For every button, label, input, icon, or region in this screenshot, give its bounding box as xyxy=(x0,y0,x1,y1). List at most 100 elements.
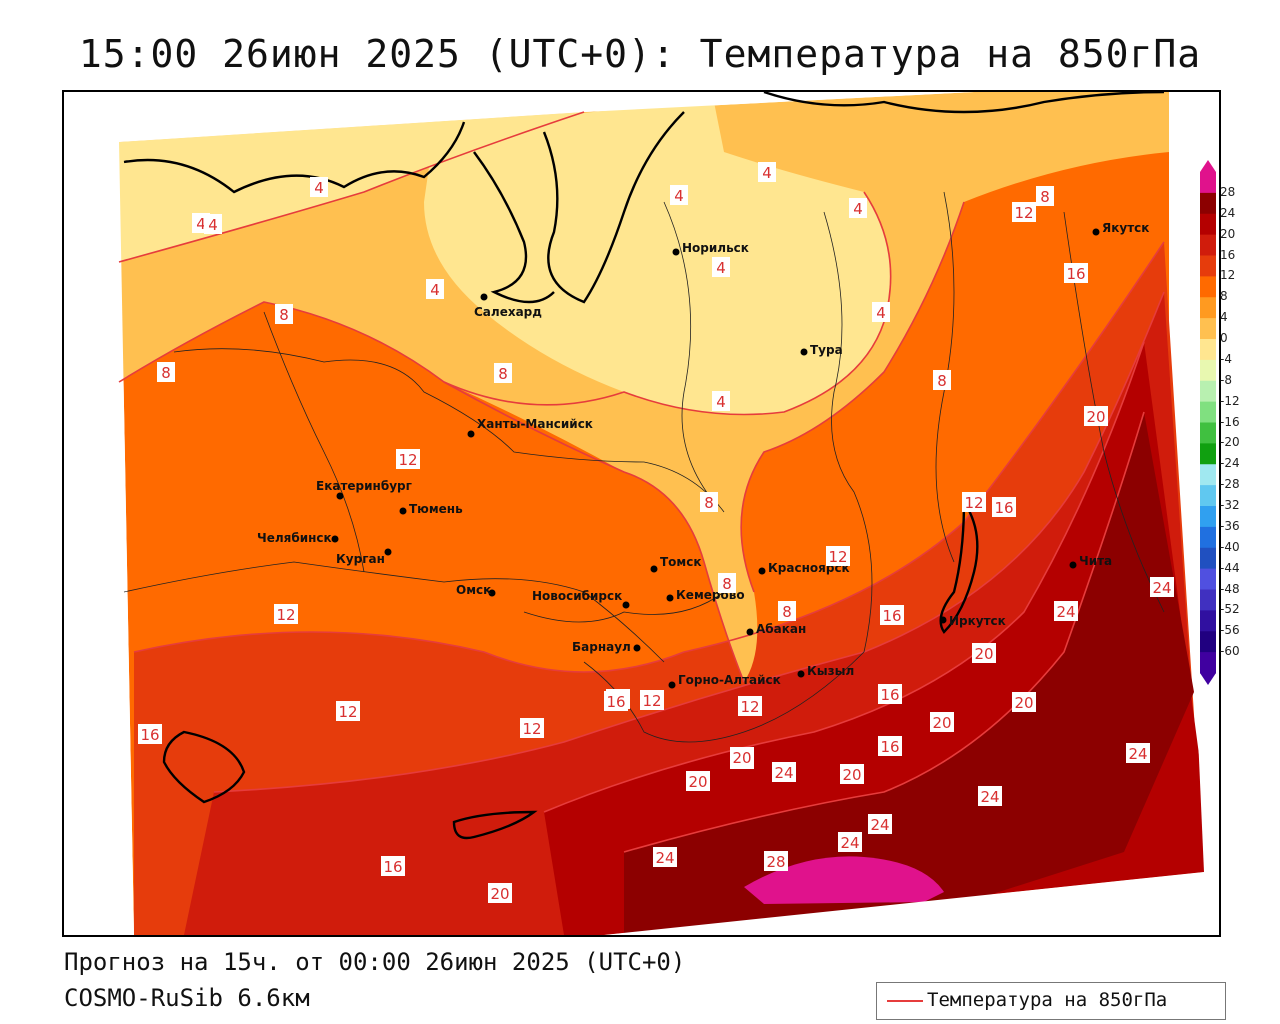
contour-label-box: 8 xyxy=(778,601,796,621)
contour-label-box: 16 xyxy=(138,724,162,744)
colorbar-cell xyxy=(1200,192,1216,215)
colorbar-tick-label: -60 xyxy=(1220,644,1240,659)
svg-text:12: 12 xyxy=(642,692,661,710)
contour-label-box: 24 xyxy=(978,786,1002,806)
city-label: Томск xyxy=(660,555,702,569)
colorbar-tick-label: -32 xyxy=(1220,498,1240,512)
colorbar-bottom-arrow xyxy=(1200,673,1216,685)
region-borders xyxy=(123,191,1165,743)
city-label: Норильск xyxy=(682,241,749,255)
colorbar-cell xyxy=(1200,234,1216,256)
contour-lines xyxy=(118,111,1165,853)
coastlines xyxy=(123,92,1165,840)
contour-label-box: 16 xyxy=(604,691,628,711)
svg-text:16: 16 xyxy=(1066,265,1085,283)
city-dot xyxy=(384,548,392,556)
contour-label-box: 8 xyxy=(700,492,718,512)
colorbar-cell xyxy=(1200,506,1216,528)
city-dot xyxy=(797,670,805,678)
city-label: Абакан xyxy=(756,622,806,636)
svg-text:4: 4 xyxy=(674,187,684,205)
city-markers xyxy=(331,228,1100,689)
colorbar-tick-label: -52 xyxy=(1220,602,1240,617)
city-label: Горно-Алтайск xyxy=(678,673,781,687)
contour-label-box: 8 xyxy=(275,304,293,324)
colorbar-tick-label: -16 xyxy=(1220,414,1240,429)
svg-text:4: 4 xyxy=(314,179,324,197)
contour-label-box: 4 xyxy=(310,177,328,197)
svg-text:24: 24 xyxy=(840,834,859,852)
colorbar-tick-label: 0 xyxy=(1220,331,1228,345)
colorbar-cell xyxy=(1200,652,1216,674)
contour-label-box: 20 xyxy=(930,712,954,732)
svg-text:12: 12 xyxy=(1014,204,1033,222)
contour-label-box: 4 xyxy=(204,214,222,234)
contour-label-box: 24 xyxy=(1150,577,1174,597)
svg-text:20: 20 xyxy=(1014,694,1033,712)
svg-text:16: 16 xyxy=(882,607,901,625)
contour-label-box: 16 xyxy=(381,856,405,876)
legend-line-swatch xyxy=(887,1000,923,1002)
svg-text:20: 20 xyxy=(932,714,951,732)
svg-text:12: 12 xyxy=(398,451,417,469)
svg-text:4: 4 xyxy=(876,304,886,322)
city-label: Иркутск xyxy=(949,614,1006,628)
city-label: Якутск xyxy=(1102,221,1149,235)
colorbar xyxy=(1200,160,1216,685)
colorbar-tick-label: -56 xyxy=(1220,623,1240,638)
svg-text:4: 4 xyxy=(208,216,218,234)
colorbar-tick-label: 28 xyxy=(1220,184,1236,199)
temperature-field xyxy=(64,92,1219,935)
contour-label-box: 4 xyxy=(758,162,776,182)
legend-label: Температура на 850гПа xyxy=(927,989,1168,1011)
city-dot xyxy=(622,601,630,609)
colorbar-cell xyxy=(1200,547,1216,570)
contour-value-labels: 4 4 4 4 4 4 4 4 4 4 8 8 8 8 8 8 8 8 12 1… xyxy=(138,162,1174,903)
temperature-map[interactable]: Якутск Норильск Салехард Тура Ханты-Манс… xyxy=(62,90,1221,937)
colorbar-tick-label: -28 xyxy=(1220,477,1240,492)
model-info: COSMO-RuSib 6.6км xyxy=(64,984,310,1012)
colorbar-tick-label: 8 xyxy=(1220,289,1228,304)
svg-text:12: 12 xyxy=(522,720,541,738)
colorbar-tick-label: 4 xyxy=(1220,310,1228,325)
svg-text:12: 12 xyxy=(740,698,759,716)
city-dot xyxy=(666,594,674,602)
svg-text:4: 4 xyxy=(853,200,863,218)
svg-text:16: 16 xyxy=(994,499,1013,517)
svg-text:8: 8 xyxy=(498,365,508,383)
svg-text:20: 20 xyxy=(842,766,861,784)
city-label: Новосибирск xyxy=(532,589,622,603)
svg-text:8: 8 xyxy=(161,364,171,382)
contour-label-box: 24 xyxy=(653,847,677,867)
svg-text:24: 24 xyxy=(774,764,793,782)
city-dot xyxy=(668,681,676,689)
contour-label-box: 24 xyxy=(772,762,796,782)
colorbar-cell xyxy=(1200,276,1216,298)
contour-label-box: 16 xyxy=(992,497,1016,517)
city-label: Тура xyxy=(810,343,843,357)
svg-text:16: 16 xyxy=(880,738,899,756)
colorbar-cell xyxy=(1200,380,1216,403)
colorbar-cell xyxy=(1200,213,1216,236)
contour-label-box: 4 xyxy=(670,185,688,205)
contour-label-box: 20 xyxy=(488,883,512,903)
contour-label-box: 24 xyxy=(1054,601,1078,621)
city-dot xyxy=(399,507,407,515)
colorbar-tick-label: 16 xyxy=(1220,247,1236,262)
city-dot xyxy=(1092,228,1100,236)
contour-label-box: 20 xyxy=(972,643,996,663)
city-label: Екатеринбург xyxy=(316,479,412,493)
colorbar-cell xyxy=(1200,401,1216,423)
city-dot xyxy=(672,248,680,256)
svg-text:16: 16 xyxy=(880,686,899,704)
city-dot xyxy=(331,535,339,543)
colorbar-cells xyxy=(1200,160,1216,685)
colorbar-cell xyxy=(1200,526,1216,549)
map-svg: Якутск Норильск Салехард Тура Ханты-Манс… xyxy=(64,92,1219,935)
contour-label-box: 16 xyxy=(878,736,902,756)
svg-text:20: 20 xyxy=(732,749,751,767)
map-title: 15:00 26июн 2025 (UTC+0): Температура на… xyxy=(78,32,1202,76)
contour-label-box: 4 xyxy=(849,198,867,218)
contour-label-box: 16 xyxy=(878,684,902,704)
contour-label-box: 12 xyxy=(336,701,360,721)
